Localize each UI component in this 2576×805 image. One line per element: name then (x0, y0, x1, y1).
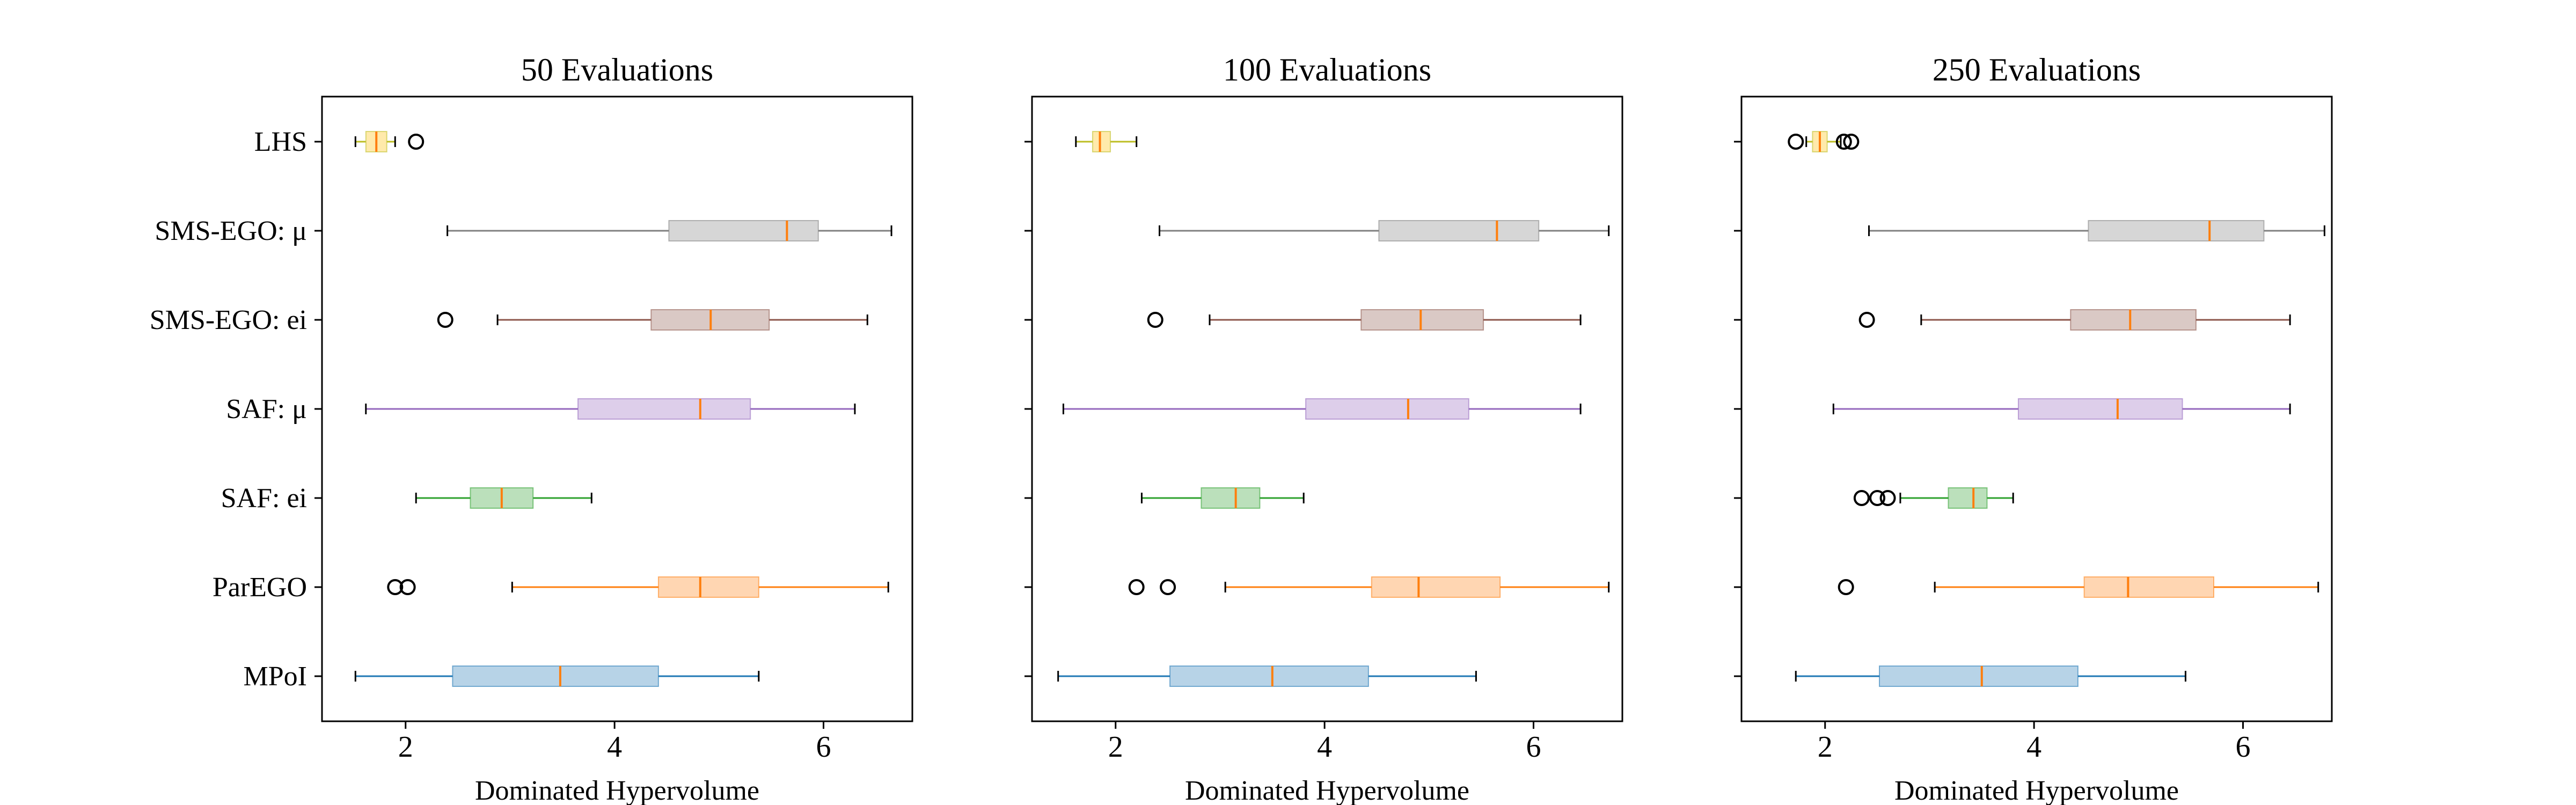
box-series (1140, 487, 1305, 509)
outlier-point (1858, 312, 1875, 328)
outlier-point (1835, 134, 1852, 150)
box-iqr (1948, 487, 1988, 509)
outlier-point (408, 134, 425, 150)
box-series (1832, 398, 2291, 420)
y-tick-label: LHS (254, 127, 307, 157)
box-series (354, 665, 760, 687)
outlier-point (387, 579, 404, 595)
box-series (415, 487, 592, 509)
box-series (1788, 131, 1860, 152)
box-iqr (1169, 665, 1369, 687)
chart-title: 250 Evaluations (1933, 52, 2141, 87)
chart-panel: 250 Evaluations 2 4 6 Dominated Hypervolume (1734, 52, 2333, 805)
box-iqr (2017, 398, 2183, 420)
x-tick-label: 6 (1526, 730, 1541, 764)
outlier-point (1843, 134, 1860, 150)
box-series (1858, 309, 2291, 331)
box-iqr (1201, 487, 1261, 509)
panels-group: 50 Evaluations 2 4 6 Dominated Hypervolume MP… (150, 52, 2333, 805)
chart-title: 50 Evaluations (521, 52, 713, 87)
box-series (437, 309, 868, 331)
box-iqr (1305, 398, 1469, 420)
x-tick-label: 4 (1317, 730, 1332, 764)
outlier-point (1869, 490, 1886, 506)
y-tick-label: SAF: ei (221, 483, 307, 514)
y-tick-label: SAF: μ (226, 394, 307, 425)
x-tick-label: 4 (2026, 730, 2041, 764)
box-iqr (2083, 576, 2214, 598)
box-series (447, 220, 892, 241)
x-axis-label: Dominated Hypervolume (1185, 775, 1469, 805)
y-tick-label: SMS-EGO: μ (155, 216, 307, 246)
box-iqr (1878, 665, 2079, 687)
box-iqr (668, 220, 819, 241)
box-series (1868, 220, 2325, 241)
x-axis-label: Dominated Hypervolume (1894, 775, 2179, 805)
x-tick-label: 2 (1818, 730, 1833, 764)
outlier-point (437, 312, 453, 328)
outlier-point (1160, 579, 1176, 595)
outlier-point (1879, 490, 1896, 506)
box-iqr (1360, 309, 1484, 331)
box-iqr (1092, 131, 1111, 152)
box-series (1838, 576, 2319, 598)
box-series (1795, 665, 2186, 687)
outlier-point (399, 579, 416, 595)
box-series (1147, 309, 1582, 331)
box-iqr (577, 398, 751, 420)
y-tick-label: ParEGO (213, 572, 307, 603)
outlier-point (1128, 579, 1145, 595)
box-iqr (2088, 220, 2265, 241)
box-series (1128, 576, 1610, 598)
box-iqr (2070, 309, 2197, 331)
outlier-point (1788, 134, 1804, 150)
x-tick-label: 6 (2236, 730, 2251, 764)
chart-panel: 100 Evaluations 2 4 6 Dominated Hypervolume (1024, 52, 1623, 805)
box-series (1075, 131, 1138, 152)
y-tick-label: MPoI (244, 661, 307, 692)
chart-panel: 50 Evaluations 2 4 6 Dominated Hypervolume MP… (150, 52, 913, 805)
box-series (1159, 220, 1610, 241)
outlier-point (1853, 490, 1870, 506)
box-iqr (452, 665, 659, 687)
box-iqr (657, 576, 759, 598)
box-series (1853, 487, 2014, 509)
chart-title: 100 Evaluations (1223, 52, 1431, 87)
x-tick-label: 6 (816, 730, 831, 764)
x-axis-label: Dominated Hypervolume (475, 775, 759, 805)
box-series (387, 576, 889, 598)
box-iqr (1371, 576, 1501, 598)
box-iqr (1378, 220, 1540, 241)
x-tick-label: 2 (1108, 730, 1123, 764)
y-tick-label: SMS-EGO: ei (150, 305, 307, 335)
box-series (1057, 665, 1477, 687)
box-series (1062, 398, 1582, 420)
outlier-point (1838, 579, 1854, 595)
box-series (354, 131, 425, 152)
box-series (365, 398, 856, 420)
outlier-point (1147, 312, 1163, 328)
x-tick-label: 4 (607, 730, 622, 764)
x-tick-label: 2 (398, 730, 413, 764)
